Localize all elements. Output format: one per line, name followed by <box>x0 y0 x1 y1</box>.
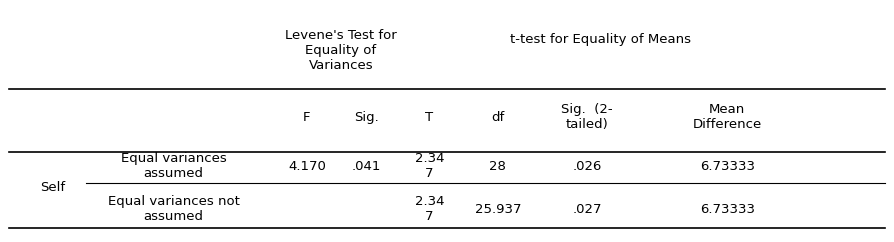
Text: 6.73333: 6.73333 <box>700 160 755 173</box>
Text: t-test for Equality of Means: t-test for Equality of Means <box>510 33 691 46</box>
Text: 28: 28 <box>489 160 506 173</box>
Text: Sig.: Sig. <box>354 111 379 124</box>
Text: 25.937: 25.937 <box>475 203 521 216</box>
Text: .026: .026 <box>572 160 602 173</box>
Text: 6.73333: 6.73333 <box>700 203 755 216</box>
Text: .041: .041 <box>351 160 381 173</box>
Text: 4.170: 4.170 <box>288 160 325 173</box>
Text: Mean
Difference: Mean Difference <box>693 103 762 131</box>
Text: Levene's Test for
Equality of
Variances: Levene's Test for Equality of Variances <box>285 29 397 72</box>
Text: Self: Self <box>40 181 65 194</box>
Text: T: T <box>426 111 434 124</box>
Text: .027: .027 <box>572 203 602 216</box>
Text: 2.34
7: 2.34 7 <box>415 195 444 223</box>
Text: Equal variances
assumed: Equal variances assumed <box>121 152 226 180</box>
Text: df: df <box>491 111 504 124</box>
Text: Equal variances not
assumed: Equal variances not assumed <box>107 195 240 223</box>
Text: Sig.  (2-
tailed): Sig. (2- tailed) <box>561 103 613 131</box>
Text: F: F <box>303 111 310 124</box>
Text: 2.34
7: 2.34 7 <box>415 152 444 180</box>
